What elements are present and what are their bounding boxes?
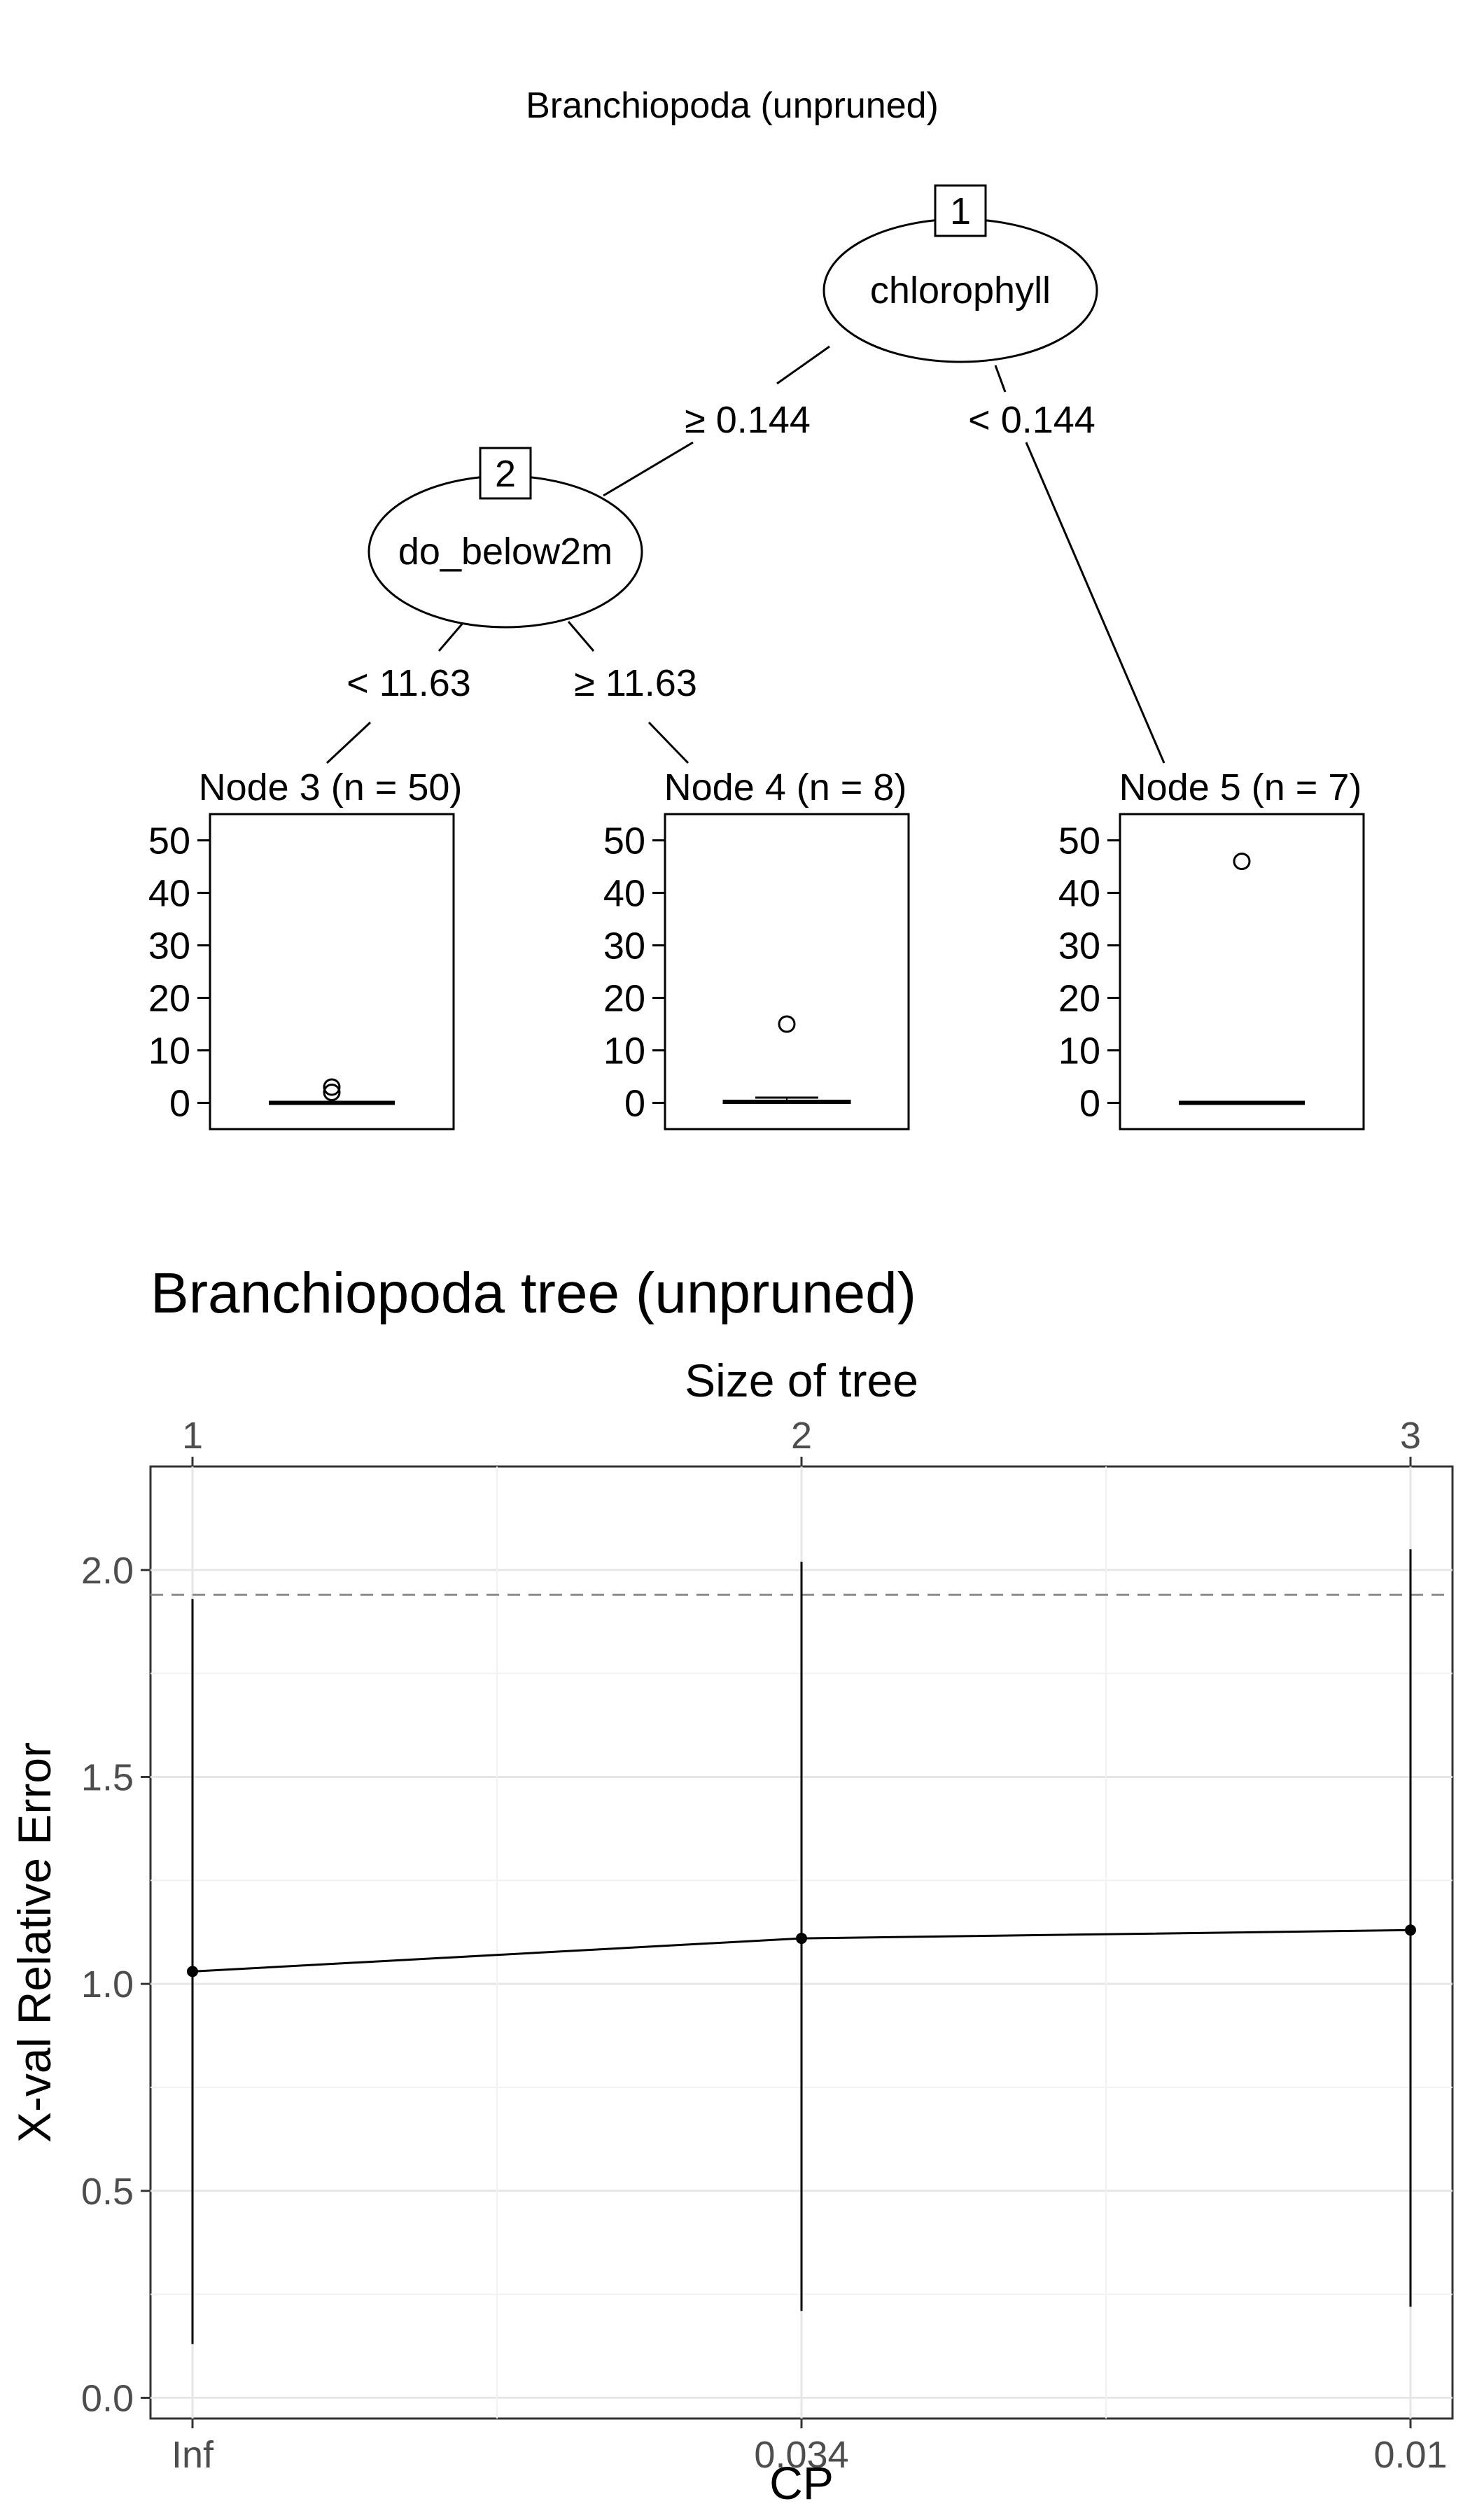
terminal-node-5-label: Node 5 (n = 7) bbox=[1119, 766, 1362, 808]
x-tick-label: 0.034 bbox=[754, 2434, 848, 2476]
edge-1-5-upper bbox=[994, 365, 1007, 393]
terminal-node-4-label: Node 4 (n = 8) bbox=[664, 766, 907, 808]
terminal-node-5-boxplot bbox=[1179, 853, 1305, 1105]
tree-title: Branchiopoda (unpruned) bbox=[526, 85, 939, 126]
node-2-label: do_below2m bbox=[398, 531, 612, 573]
edge-1-2-lower bbox=[603, 441, 694, 497]
node-5-y-tick-label: 50 bbox=[1058, 820, 1100, 862]
node-5-y-tick-label: 40 bbox=[1058, 873, 1100, 915]
terminal-node-4-y-axis: 0 10 20 30 40 50 bbox=[603, 820, 665, 1125]
terminal-node-3-frame bbox=[209, 813, 455, 1130]
top-tick-label: 1 bbox=[182, 1415, 203, 1457]
xerror-point-size-1 bbox=[187, 1966, 198, 1977]
cp-plot: Branchiopoda tree (unpruned) Size of tre… bbox=[8, 1261, 1454, 2509]
y-axis-title: X-val Relative Error bbox=[8, 1742, 60, 2143]
edge-2-3-upper bbox=[438, 621, 465, 652]
xerror-series bbox=[187, 1549, 1416, 2344]
top-tick-label: 3 bbox=[1400, 1415, 1421, 1457]
node-3-y-tick-label: 0 bbox=[169, 1083, 190, 1125]
edge-label-1-5: < 0.144 bbox=[968, 399, 1096, 441]
terminal-node-5-frame bbox=[1119, 813, 1365, 1130]
cp-plot-title: Branchiopoda tree (unpruned) bbox=[150, 1261, 916, 1325]
y-tick-label: 0.0 bbox=[81, 2377, 134, 2419]
node-4-y-tick-label: 20 bbox=[603, 978, 645, 1020]
y-axis: 0.0 0.5 1.0 1.5 2.0 bbox=[81, 1550, 150, 2419]
terminal-node-4: Node 4 (n = 8) 0 10 20 30 40 50 bbox=[603, 766, 910, 1130]
node-1-label: chlorophyll bbox=[870, 270, 1051, 312]
y-tick-label: 1.0 bbox=[81, 1963, 134, 2005]
tree-chart: Branchiopoda (unpruned) ≥ 0.144 < 0.144 … bbox=[148, 85, 1365, 1130]
node-3-y-tick-label: 40 bbox=[148, 873, 190, 915]
node-3-y-tick-label: 10 bbox=[148, 1030, 190, 1072]
x-tick-label: Inf bbox=[172, 2434, 214, 2476]
node-2-id: 2 bbox=[495, 453, 516, 495]
node-1-id: 1 bbox=[950, 190, 971, 232]
edge-label-1-2: ≥ 0.144 bbox=[685, 399, 811, 441]
node-2-id-box bbox=[479, 447, 532, 500]
node-4-y-tick-label: 0 bbox=[624, 1083, 645, 1125]
node-4-y-tick-label: 40 bbox=[603, 873, 645, 915]
node-3-outlier bbox=[323, 1078, 341, 1096]
edge-2-4-upper bbox=[567, 621, 595, 652]
edge-2-3-lower bbox=[326, 721, 372, 764]
top-axis-title: Size of tree bbox=[685, 1354, 918, 1406]
node-3-outlier bbox=[323, 1084, 341, 1101]
terminal-node-3: Node 3 (n = 50) 0 10 20 30 40 50 bbox=[148, 766, 463, 1130]
edge-label-2-4: ≥ 11.63 bbox=[574, 662, 697, 704]
node-3-y-tick-label: 50 bbox=[148, 820, 190, 862]
node-5-y-tick-label: 10 bbox=[1058, 1030, 1100, 1072]
y-tick-label: 0.5 bbox=[81, 2171, 134, 2213]
edge-2-4-lower bbox=[648, 721, 690, 764]
xerror-point-size-3 bbox=[1405, 1924, 1416, 1936]
node-5-outlier bbox=[1233, 853, 1251, 870]
terminal-node-5: Node 5 (n = 7) 0 10 20 30 40 50 bbox=[1058, 766, 1365, 1130]
terminal-node-3-y-axis: 0 10 20 30 40 50 bbox=[148, 820, 210, 1125]
node-4-y-tick-label: 30 bbox=[603, 925, 645, 967]
x-axis: Inf 0.034 0.01 bbox=[172, 2418, 1448, 2476]
node-4-y-tick-label: 50 bbox=[603, 820, 645, 862]
xerror-point-size-2 bbox=[796, 1933, 807, 1945]
edge-1-2-upper bbox=[776, 345, 830, 385]
node-5-y-tick-label: 30 bbox=[1058, 925, 1100, 967]
node-3-y-tick-label: 20 bbox=[148, 978, 190, 1020]
node-3-y-tick-label: 30 bbox=[148, 925, 190, 967]
node-5-y-tick-label: 0 bbox=[1079, 1083, 1100, 1125]
terminal-node-4-boxplot bbox=[722, 1015, 851, 1104]
terminal-node-3-boxplot bbox=[269, 1078, 395, 1105]
node-1-id-box bbox=[934, 184, 987, 237]
edge-label-2-3: < 11.63 bbox=[346, 662, 471, 704]
y-tick-label: 1.5 bbox=[81, 1756, 134, 1798]
edge-1-5-lower bbox=[1025, 442, 1166, 764]
node-5-y-tick-label: 20 bbox=[1058, 978, 1100, 1020]
terminal-node-4-frame bbox=[664, 813, 910, 1130]
top-axis: 1 2 3 bbox=[182, 1415, 1421, 1466]
x-tick-label: 0.01 bbox=[1373, 2434, 1447, 2476]
terminal-node-5-y-axis: 0 10 20 30 40 50 bbox=[1058, 820, 1120, 1125]
top-tick-label: 2 bbox=[791, 1415, 812, 1457]
x-axis-title: CP bbox=[769, 2457, 834, 2509]
node-4-y-tick-label: 10 bbox=[603, 1030, 645, 1072]
terminal-node-3-label: Node 3 (n = 50) bbox=[199, 766, 463, 808]
node-4-outlier bbox=[778, 1015, 796, 1033]
y-tick-label: 2.0 bbox=[81, 1550, 134, 1592]
